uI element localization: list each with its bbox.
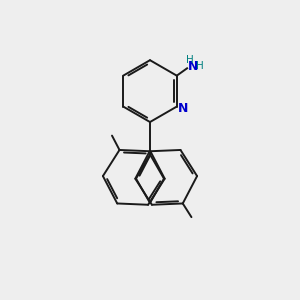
Text: N: N [188, 60, 198, 73]
Text: H: H [196, 61, 203, 71]
Text: N: N [178, 102, 188, 116]
Text: H: H [186, 55, 194, 65]
